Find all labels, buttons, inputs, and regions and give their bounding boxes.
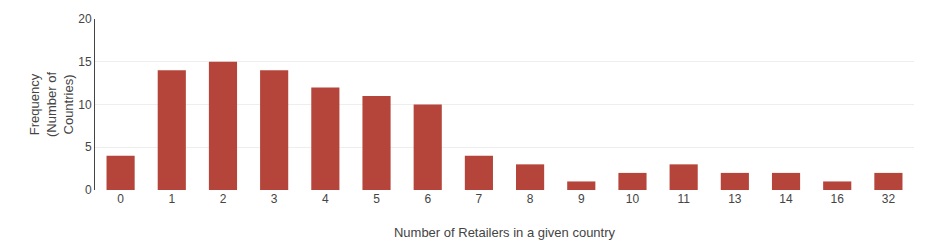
svg-text:0: 0 (117, 192, 124, 206)
svg-text:5: 5 (85, 140, 92, 154)
svg-text:3: 3 (271, 192, 278, 206)
svg-text:14: 14 (779, 192, 793, 206)
svg-text:2: 2 (220, 192, 227, 206)
svg-text:8: 8 (527, 192, 534, 206)
svg-text:10: 10 (78, 98, 92, 112)
svg-text:6: 6 (424, 192, 431, 206)
svg-text:4: 4 (322, 192, 329, 206)
svg-text:0: 0 (85, 183, 92, 197)
svg-text:11: 11 (677, 192, 690, 206)
svg-text:9: 9 (578, 192, 585, 206)
svg-text:5: 5 (373, 192, 380, 206)
svg-text:20: 20 (78, 12, 92, 26)
svg-text:32: 32 (882, 192, 896, 206)
svg-text:Number of Retailers in a given: Number of Retailers in a given country (394, 225, 616, 240)
svg-text:16: 16 (831, 192, 845, 206)
svg-text:13: 13 (728, 192, 742, 206)
svg-text:7: 7 (476, 192, 483, 206)
svg-text:10: 10 (626, 192, 640, 206)
svg-text:Frequency(Number ofCountries): Frequency(Number ofCountries) (27, 72, 76, 137)
svg-text:15: 15 (78, 55, 92, 69)
svg-text:1: 1 (168, 192, 175, 206)
